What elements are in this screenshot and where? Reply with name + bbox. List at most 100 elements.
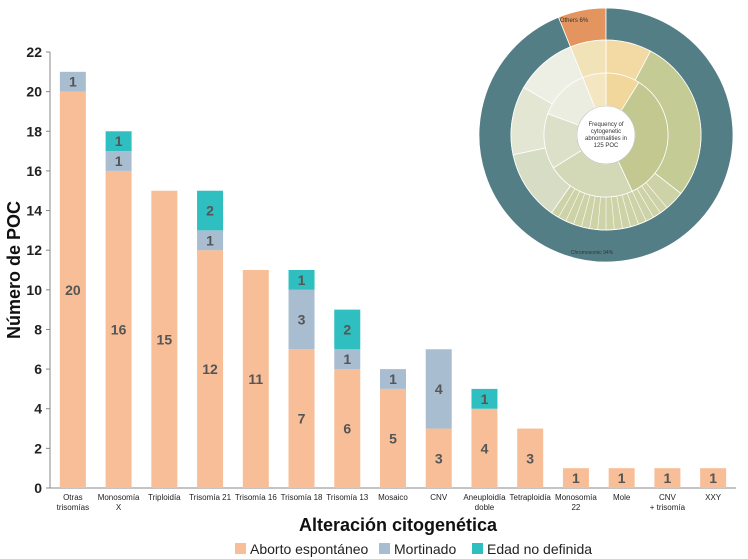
bar-segment	[700, 468, 727, 488]
bar-value-label: 7	[298, 411, 306, 427]
bar-segment	[471, 388, 498, 409]
y-tick-label: 0	[34, 480, 42, 496]
bar-value-label: 3	[526, 450, 534, 466]
bar-segment	[197, 190, 224, 231]
category-label: Triploidía	[148, 493, 181, 502]
bar-value-label: 15	[157, 331, 173, 347]
category-label: Trisomía 16	[235, 493, 277, 502]
bar-segment	[334, 349, 361, 370]
y-tick-label: 10	[26, 282, 42, 298]
sunburst-divider	[589, 196, 596, 229]
y-tick-label: 22	[26, 44, 42, 60]
y-tick-label: 4	[34, 401, 42, 417]
bar-segment	[517, 428, 544, 488]
bar-value-label: 1	[709, 470, 717, 486]
legend: Aborto espontáneo Mortinado Edad no defini…	[235, 541, 592, 557]
sunburst-divider	[611, 196, 615, 230]
legend-swatch	[472, 543, 483, 554]
bar-value-label: 3	[298, 312, 306, 328]
sunburst-others-label: Others 6%	[560, 18, 589, 24]
bar-segment	[288, 349, 315, 488]
bar-segment	[425, 428, 452, 488]
bar-value-label: 1	[69, 74, 77, 90]
bar-value-label: 1	[664, 470, 672, 486]
bar-value-label: 6	[343, 421, 351, 437]
bar-segment	[59, 91, 86, 489]
category-label: Trisomía 21	[189, 493, 231, 502]
sunburst-divider	[621, 194, 631, 227]
category-label: CNV	[659, 493, 677, 502]
bar-value-label: 3	[435, 450, 443, 466]
bar-value-label: 1	[115, 133, 123, 149]
y-tick-labels: 0 2 4 6 8 10 12 14 16 18 20 22	[26, 44, 50, 496]
bar-value-label: 11	[248, 371, 263, 387]
bar-segment	[654, 468, 681, 488]
bar-segment	[471, 408, 498, 488]
sunburst-center-text: Frequency of	[588, 122, 623, 128]
bar-value-label: 1	[481, 391, 489, 407]
category-label: Tetraploidía	[510, 493, 552, 502]
bar-value-label: 1	[298, 272, 306, 288]
category-label: Otras	[63, 493, 83, 502]
bar-value-label: 1	[618, 470, 626, 486]
bar-value-label: 12	[202, 361, 218, 377]
x-axis-title: Alteración citogenética	[299, 515, 498, 535]
bar-value-label: 1	[572, 470, 580, 486]
y-tick-label: 12	[26, 242, 42, 258]
bar-value-label: 2	[206, 203, 214, 219]
sunburst-divider	[565, 191, 581, 222]
category-label: Trisomía 18	[281, 493, 323, 502]
category-label: Monosomía	[98, 493, 140, 502]
bar-segment	[562, 468, 589, 488]
category-label: Monosomía	[555, 493, 597, 502]
sunburst-center-text: cytogenetic	[591, 129, 621, 135]
bar-segment	[105, 170, 132, 488]
category-label: XXY	[705, 493, 722, 502]
sunburst-divider	[645, 182, 668, 208]
sunburst-divider	[558, 188, 576, 218]
bar-value-label: 1	[389, 371, 397, 387]
category-label: doble	[475, 503, 495, 512]
bar-value-label: 5	[389, 430, 397, 446]
category-label: CNV	[430, 493, 448, 502]
category-label: 22	[571, 503, 580, 512]
bar-segment	[242, 270, 269, 488]
sunburst-divider	[641, 185, 661, 213]
bar-segment	[380, 369, 406, 389]
category-label: Trisomía 13	[326, 493, 368, 502]
y-tick-label: 6	[34, 361, 42, 377]
category-label: + trisomía	[650, 503, 686, 512]
bar-segment	[288, 270, 315, 290]
sunburst-divider	[573, 193, 586, 225]
category-label: Aneuploidía	[463, 493, 506, 502]
category-label: Mosaico	[378, 493, 408, 502]
sunburst-center-text: 125 POC	[594, 143, 619, 149]
category-label: X	[116, 503, 122, 512]
sunburst-divider	[626, 193, 639, 225]
y-tick-label: 16	[26, 163, 42, 179]
y-tick-label: 2	[34, 440, 42, 456]
bar-segment	[59, 71, 86, 92]
bar-value-label: 1	[343, 351, 351, 367]
bar-segment	[288, 289, 315, 350]
bar-segment	[608, 468, 635, 488]
sunburst-chromosomic-label: Chromosomic 94%	[571, 250, 614, 256]
legend-label: Mortinado	[394, 541, 456, 557]
bar-segment	[105, 151, 132, 171]
bar-segment	[197, 250, 224, 488]
y-tick-label: 14	[26, 203, 42, 219]
category-label: Mole	[613, 493, 631, 502]
bar-segment	[334, 309, 361, 350]
bar-segment	[334, 369, 361, 488]
sunburst-divider	[631, 191, 647, 222]
bar-value-label: 1	[115, 153, 123, 169]
bar-value-label: 16	[111, 321, 127, 337]
sunburst-divider	[616, 196, 623, 229]
sunburst-divider	[597, 196, 601, 230]
legend-label: Edad no definida	[487, 541, 592, 557]
bar-value-label: 20	[65, 282, 81, 298]
